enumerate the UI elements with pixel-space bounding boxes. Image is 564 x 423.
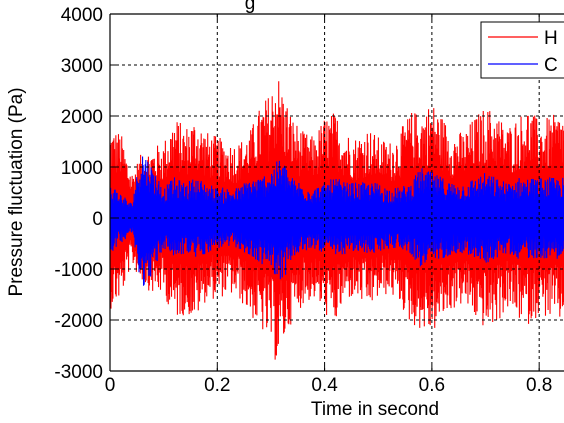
x-tick-label: 0.6 [419, 375, 445, 396]
series-line-c [110, 156, 564, 286]
chart-title-fragment: g [245, 0, 256, 14]
y-tick-label: 0 [92, 209, 103, 230]
x-tick-label: 0.4 [311, 375, 338, 396]
y-tick-label: -1000 [54, 260, 103, 281]
legend-label-c: C [544, 55, 558, 76]
x-tick-label: 0.8 [526, 375, 552, 396]
y-tick-label: 4000 [61, 5, 103, 26]
y-tick-label: -2000 [54, 311, 103, 332]
y-tick-label: 3000 [61, 56, 103, 77]
y-tick-label: 2000 [61, 107, 103, 128]
x-tick-label: 0 [105, 375, 116, 396]
legend: HC [480, 21, 564, 79]
x-axis-label: Time in second [311, 399, 439, 420]
y-tick-label: 1000 [61, 158, 103, 179]
plot-clipped [110, 81, 564, 360]
x-tick-label: 0.2 [204, 375, 230, 396]
axes: 0 0.2 0.4 0.6 0.8 -3000 -2000 -1000 0 1000 2000 300… [54, 5, 564, 396]
y-axis-label: Pressure fluctuation (Pa) [6, 87, 27, 296]
plot-area [110, 81, 564, 360]
y-tick-label: -3000 [54, 362, 103, 383]
legend-box [480, 21, 564, 79]
legend-label-h: H [544, 28, 558, 49]
